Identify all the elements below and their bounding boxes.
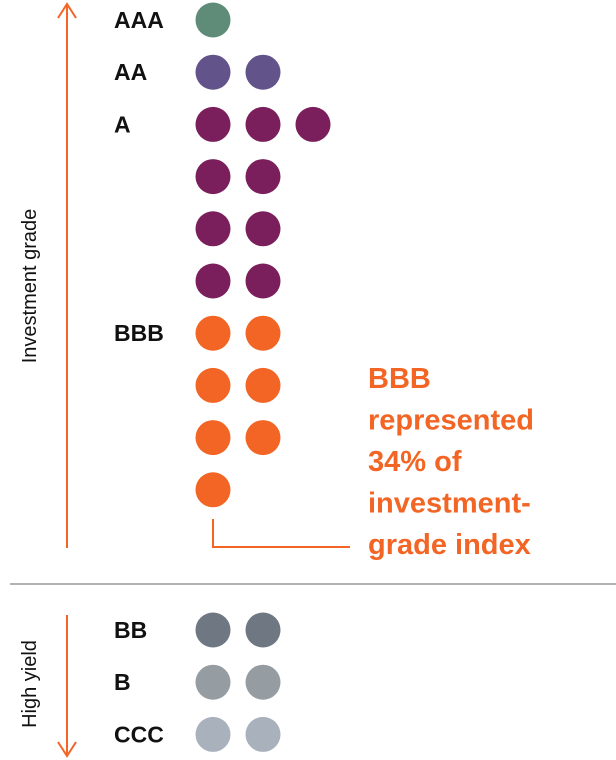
rating-label-ccc: CCC (114, 721, 164, 747)
dot-bbb-3-1 (195, 420, 231, 456)
dot-a-4-1 (195, 263, 231, 299)
rating-dots (195, 2, 331, 752)
dot-bbb-4-1 (195, 472, 231, 508)
dot-a-4-2 (245, 263, 281, 299)
annotation-line-1: BBB (368, 363, 431, 395)
dot-aaa-1-1 (195, 2, 231, 38)
dot-a-1-3 (295, 106, 331, 142)
dot-a-1-2 (245, 106, 281, 142)
dot-bbb-1-2 (245, 315, 281, 351)
dot-a-3-1 (195, 211, 231, 247)
dot-a-1-1 (195, 106, 231, 142)
dot-bbb-1-1 (195, 315, 231, 351)
high-yield-arrow-head (57, 741, 77, 758)
dot-bb-1-2 (245, 612, 281, 648)
high-yield-label: High yield (19, 640, 41, 728)
dot-bbb-2-2 (245, 367, 281, 403)
dot-bb-1-1 (195, 612, 231, 648)
annotation-line-3: 34% of (368, 446, 462, 478)
rating-label-bb: BB (114, 617, 147, 643)
rating-label-b: B (114, 669, 131, 695)
dot-bbb-2-1 (195, 367, 231, 403)
dot-a-2-1 (195, 159, 231, 195)
rating-label-a: A (114, 111, 131, 137)
bbb-annotation: BBB represented 34% of investment-grade ind… (368, 363, 534, 561)
rating-label-bbb: BBB (114, 320, 164, 346)
dot-ccc-1-1 (195, 716, 231, 752)
annotation-line-5: grade index (368, 529, 531, 561)
dot-aa-1-1 (195, 54, 231, 90)
dot-a-3-2 (245, 211, 281, 247)
rating-label-aaa: AAA (114, 7, 164, 33)
annotation-line-2: represented (368, 405, 534, 437)
dot-ccc-1-2 (245, 716, 281, 752)
annotation-connector (212, 519, 350, 548)
rating-label-aa: AA (114, 59, 147, 85)
dot-b-1-2 (245, 664, 281, 700)
investment-grade-arrow-head (57, 2, 77, 19)
investment-grade-label: Investment grade (19, 209, 41, 364)
dot-a-2-2 (245, 159, 281, 195)
dot-aa-1-2 (245, 54, 281, 90)
dot-bbb-3-2 (245, 420, 281, 456)
dot-b-1-1 (195, 664, 231, 700)
annotation-line-4: investment- (368, 488, 531, 520)
